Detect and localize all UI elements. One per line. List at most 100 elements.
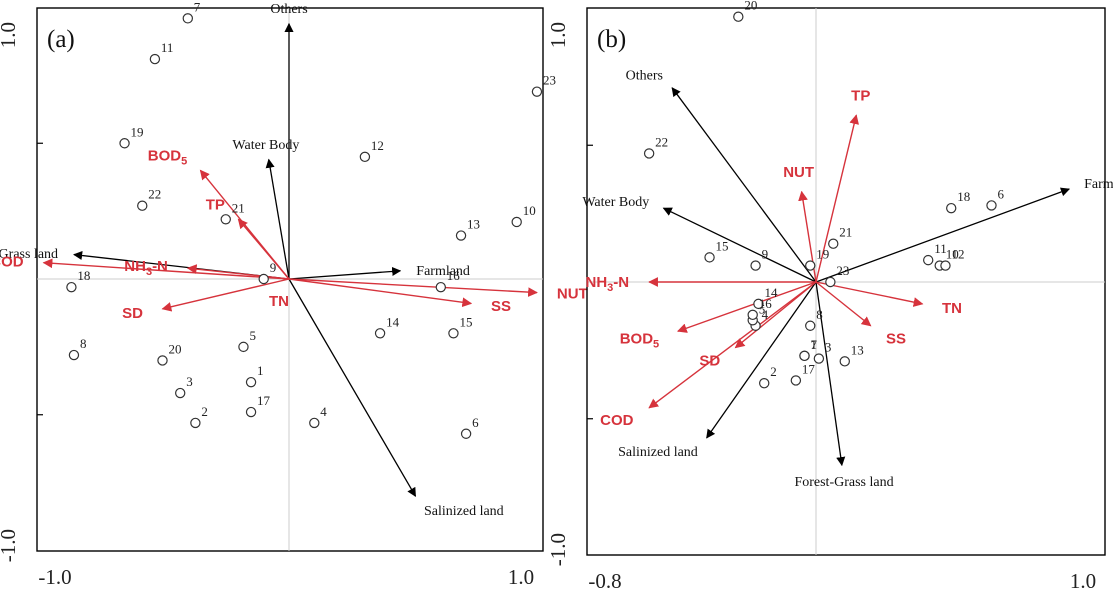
site-label: 18 (77, 268, 90, 283)
site-point (455, 230, 467, 241)
site-point (258, 273, 269, 285)
site-label: 2 (201, 404, 208, 419)
site-label: 3 (825, 340, 832, 355)
site-label: 9 (270, 260, 277, 275)
env-vector-arrow (815, 281, 846, 467)
site-label: 3 (186, 374, 193, 389)
water-quality-vector-label: BOD5 (620, 330, 659, 350)
site-point (68, 349, 80, 361)
site-label: 5 (249, 328, 256, 343)
site-point (828, 238, 839, 249)
site-label: 12 (371, 138, 384, 153)
water-quality-vector-arrow (815, 281, 872, 327)
water-quality-vector-arrow (161, 278, 290, 312)
site-label: 4 (320, 404, 327, 419)
site-label: 14 (764, 285, 778, 300)
site-label: 19 (131, 124, 144, 139)
site-point (137, 200, 148, 211)
site-point (435, 281, 446, 293)
site-point (238, 341, 249, 353)
env-vector-label: Salinized land (618, 445, 698, 460)
site-point (309, 417, 320, 429)
env-vector-label: Water Body (582, 195, 649, 210)
water-quality-vector-label: BOD5 (148, 147, 187, 167)
site-label: 21 (839, 225, 852, 240)
site-label: 17 (802, 361, 816, 376)
site-point (157, 355, 168, 366)
site-point (359, 151, 371, 163)
site-point (643, 148, 655, 159)
water-quality-vector-arrow (42, 258, 290, 280)
panel-label: (b) (597, 26, 626, 53)
site-label: 7 (810, 337, 817, 352)
site-point (374, 328, 386, 339)
site-label: 12 (951, 247, 964, 262)
env-vector-arrow (288, 278, 417, 497)
env-vector-arrow (815, 187, 1071, 283)
site-label: 13 (851, 342, 864, 357)
site-point (750, 260, 761, 271)
site-label: 4 (762, 307, 769, 322)
site-label: 6 (472, 415, 479, 430)
env-vector-arrow (288, 266, 402, 280)
env-vector-arrow (671, 87, 817, 283)
site-label: 21 (232, 200, 245, 215)
water-quality-vector-label: COD (600, 412, 634, 429)
site-label: 10 (523, 203, 536, 218)
y-tick-label-bottom: -1.0 (546, 533, 570, 566)
env-vector-label: Forest-Grass land (794, 475, 893, 490)
site-point (182, 13, 193, 24)
water-quality-vector-label: TP (851, 88, 870, 105)
site-label: 7 (194, 0, 201, 14)
water-quality-vector-label: TP (206, 196, 225, 213)
site-label: 2 (770, 364, 777, 379)
site-point (759, 377, 770, 389)
site-point (220, 214, 231, 225)
site-point (119, 138, 130, 149)
env-vector-arrow (706, 281, 817, 439)
site-label: 10 (946, 247, 959, 262)
site-point (175, 387, 186, 399)
site-label: 11 (934, 241, 947, 256)
site-point (813, 353, 825, 364)
site-point (940, 260, 951, 271)
env-vector-label: Others (270, 2, 307, 17)
site-point (66, 281, 77, 293)
site-point (149, 53, 161, 65)
site-point (448, 328, 459, 339)
env-vector-arrow (662, 207, 817, 283)
site-label: 20 (169, 341, 182, 356)
x-tick-label-right: 1.0 (1070, 569, 1096, 593)
site-label: 18 (957, 189, 970, 204)
y-tick-label-bottom: -1.0 (0, 529, 20, 562)
site-label: 23 (836, 263, 849, 278)
site-label: 17 (257, 393, 271, 408)
site-point (245, 406, 257, 418)
site-point (531, 86, 543, 97)
site-label: 22 (655, 134, 668, 149)
site-label: 19 (816, 247, 829, 262)
site-label: 20 (744, 0, 757, 13)
env-vector-arrow (265, 158, 290, 280)
env-vector-label: Others (626, 69, 663, 84)
panel-b: 1.0 -1.0 -0.8 1.0 (b) Others Water Body Farmlan… (546, 0, 1113, 593)
water-quality-vector-arrow (288, 278, 538, 297)
site-label: 22 (148, 187, 161, 202)
water-quality-vector-label: TN (942, 300, 962, 317)
x-tick-label-left: -0.8 (588, 569, 621, 593)
env-vector-label: Farmland (1084, 177, 1113, 192)
site-label: 8 (80, 336, 87, 351)
site-point (805, 320, 816, 331)
site-label: 6 (997, 186, 1004, 201)
site-point (460, 428, 472, 439)
site-label: 16 (447, 268, 461, 283)
site-label: 8 (816, 307, 823, 322)
site-point (839, 356, 850, 367)
water-quality-vector-label: SD (122, 305, 143, 322)
water-quality-vector-arrow (648, 281, 817, 409)
site-point (245, 376, 257, 388)
water-quality-vector-label: COD (0, 253, 24, 270)
site-point (790, 375, 802, 386)
water-quality-vector-arrow (288, 278, 473, 308)
